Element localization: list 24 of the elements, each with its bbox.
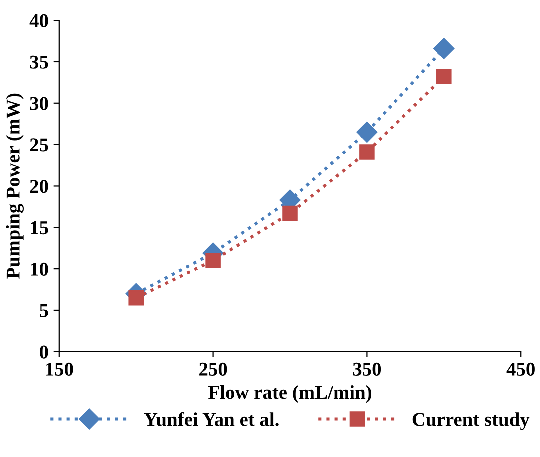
point (434, 38, 455, 60)
y-tick-label: 5 (40, 304, 48, 318)
y-tick-label: 25 (30, 138, 48, 152)
legend-label: Current study (412, 412, 530, 430)
y-tick-label: 10 (31, 262, 48, 276)
y-tick-label: 0 (40, 346, 48, 359)
point (206, 253, 221, 268)
point (128, 290, 144, 306)
x-tick-label: 350 (353, 362, 382, 376)
x-tick-label: 250 (200, 362, 228, 376)
point (282, 206, 298, 222)
point (360, 144, 375, 160)
y-axis-title: Pumping Power (mW) (6, 94, 24, 280)
x-tick-label: 150 (46, 362, 74, 376)
x-tick-label: 450 (506, 362, 535, 376)
y-tick-label: 30 (30, 97, 48, 110)
x-axis-title: Flow rate (mL/min) (208, 385, 372, 404)
y-tick-label: 20 (30, 180, 48, 194)
legend-label: Yunfei Yan et al. (144, 412, 279, 426)
y-tick-label: 40 (30, 14, 48, 28)
point (356, 122, 378, 143)
y-tick-label: 15 (31, 222, 48, 235)
point (436, 69, 452, 85)
y-tick-label: 35 (30, 56, 48, 69)
